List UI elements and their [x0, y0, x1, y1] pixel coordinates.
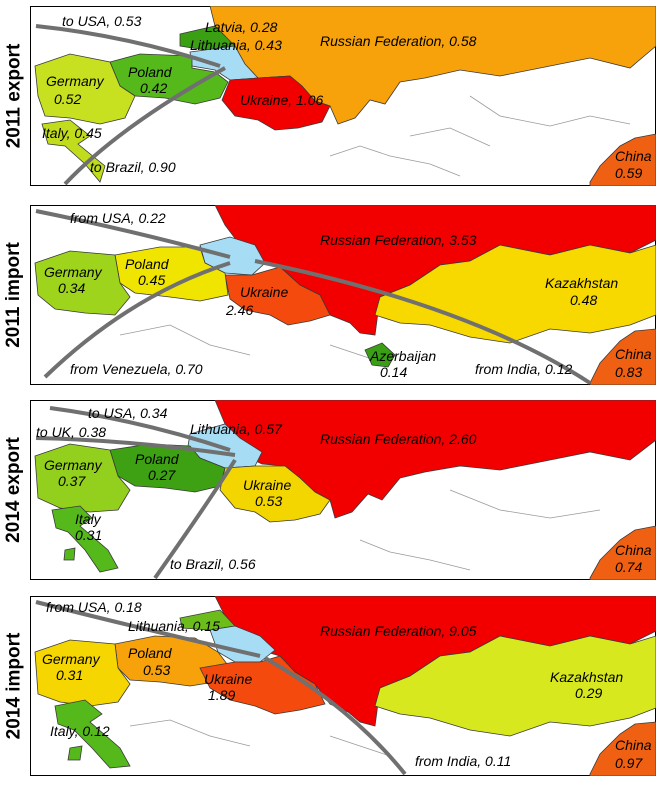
label-from-venezuela: from Venezuela, 0.70 — [70, 361, 203, 377]
label-ukraine: Ukraine — [204, 671, 252, 687]
ukraine-region — [219, 465, 331, 523]
italy-region — [41, 119, 106, 183]
map-panel-2011-export: to USA, 0.53 Latvia, 0.28 Lithuania, 0.4… — [30, 6, 656, 186]
label-azerbaijan: Azerbaijan — [369, 348, 436, 364]
label-china: China — [615, 346, 652, 362]
map-panel-2011-import: from USA, 0.22 Russian Federation, 3.53 … — [30, 205, 656, 385]
label-to-usa: to USA, 0.53 — [62, 13, 142, 29]
label-to-uk: to UK, 0.38 — [36, 424, 106, 440]
flow-arrow-to-brazil — [153, 458, 237, 580]
label-russia: Russian Federation, 3.53 — [320, 232, 477, 248]
ukraine-region — [221, 75, 331, 131]
flow-arrow-from-usa — [35, 600, 261, 658]
label-germany: Germany — [44, 457, 103, 473]
flow-arrow-from-usa — [35, 209, 231, 259]
ukraine-region — [199, 655, 326, 715]
value-poland: 0.27 — [148, 467, 176, 483]
label-to-usa: to USA, 0.34 — [88, 405, 168, 421]
value-china: 0.83 — [615, 364, 642, 380]
label-china: China — [615, 542, 652, 558]
map-panel-2014-import: from USA, 0.18 Lithuania, 0.15 Russian F… — [30, 596, 656, 776]
label-ukraine: Ukraine, 1.06 — [240, 92, 323, 108]
value-poland: 0.45 — [138, 272, 165, 288]
value-china: 0.97 — [615, 755, 643, 771]
label-to-brazil: to Brazil, 0.56 — [170, 556, 256, 572]
label-russia: Russian Federation, 2.60 — [320, 431, 477, 447]
lithuania-region — [209, 625, 276, 663]
value-poland: 0.53 — [143, 662, 170, 678]
china-region — [589, 328, 656, 385]
label-ukraine: Ukraine — [240, 284, 288, 300]
kazakhstan-region — [374, 244, 656, 344]
label-kazakhstan: Kazakhstan — [550, 669, 623, 685]
label-poland: Poland — [125, 256, 170, 272]
label-russia: Russian Federation, 9.05 — [320, 623, 477, 639]
label-from-usa: from USA, 0.18 — [46, 599, 142, 615]
label-kazakhstan: Kazakhstan — [545, 275, 618, 291]
label-poland: Poland — [135, 451, 180, 467]
label-germany: Germany — [44, 264, 103, 280]
value-italy: 0.31 — [75, 527, 102, 543]
value-azerbaijan: 0.14 — [380, 364, 407, 380]
label-italy: Italy, 0.12 — [50, 723, 110, 739]
germany-region — [34, 639, 131, 707]
flow-arrow-to-brazil — [63, 66, 226, 186]
label-lithuania: Lithuania, 0.43 — [190, 37, 282, 53]
value-germany: 0.34 — [58, 280, 85, 296]
label-to-brazil: to Brazil, 0.90 — [90, 159, 176, 175]
flow-arrow-to-uk — [35, 436, 236, 457]
germany-region — [34, 443, 131, 513]
label-from-india: from India, 0.11 — [415, 753, 511, 769]
china-region — [589, 721, 656, 776]
label-china: China — [615, 737, 652, 753]
panel-title-2014-import: 2014 import — [3, 632, 24, 740]
flow-arrow-to-usa — [49, 406, 231, 452]
flow-arrow-from-india — [264, 656, 407, 776]
italy-region — [54, 699, 131, 769]
label-italy: Italy, 0.45 — [42, 125, 102, 141]
value-poland: 0.42 — [140, 80, 167, 96]
value-germany: 0.52 — [54, 91, 81, 107]
label-from-usa: from USA, 0.22 — [70, 210, 166, 226]
flow-arrow-from-venezuela — [43, 261, 231, 379]
value-kazakhstan: 0.29 — [575, 685, 602, 701]
label-lithuania: Lithuania, 0.15 — [128, 618, 220, 634]
flow-arrow-to-usa — [35, 24, 221, 68]
label-poland: Poland — [128, 64, 173, 80]
label-poland: Poland — [128, 645, 173, 661]
value-ukraine: 1.89 — [208, 687, 235, 703]
value-kazakhstan: 0.48 — [570, 292, 597, 308]
value-ukraine: 2.46 — [225, 302, 253, 318]
map-panel-2014-export: to USA, 0.34 to UK, 0.38 Lithuania, 0.57… — [30, 400, 656, 580]
label-ukraine: Ukraine — [243, 477, 291, 493]
value-china: 0.74 — [615, 559, 642, 575]
panel-title-2011-import: 2011 import — [3, 242, 25, 348]
value-germany: 0.37 — [58, 473, 86, 489]
azerbaijan-region — [364, 342, 396, 368]
label-russia: Russian Federation, 0.58 — [320, 33, 477, 49]
label-from-india: from India, 0.12 — [475, 361, 572, 377]
germany-region — [34, 250, 131, 316]
label-lithuania: Lithuania, 0.57 — [190, 421, 283, 437]
value-germany: 0.31 — [56, 667, 83, 683]
kazakhstan-region — [374, 635, 656, 737]
label-latvia: Latvia, 0.28 — [205, 19, 278, 35]
panel-title-2014-export: 2014 export — [3, 437, 24, 543]
germany-region — [34, 53, 136, 125]
italy-region — [51, 505, 119, 573]
value-ukraine: 0.53 — [255, 493, 282, 509]
panel-title-2011-export: 2011 export — [3, 43, 25, 149]
label-italy: Italy — [75, 511, 102, 527]
flow-arrow-from-india — [254, 259, 592, 385]
value-china: 0.59 — [615, 165, 642, 181]
ukraine-region — [224, 266, 331, 326]
china-region — [589, 133, 656, 186]
label-china: China — [615, 148, 652, 164]
label-germany: Germany — [42, 651, 101, 667]
china-region — [589, 525, 656, 580]
label-germany: Germany — [46, 73, 105, 89]
